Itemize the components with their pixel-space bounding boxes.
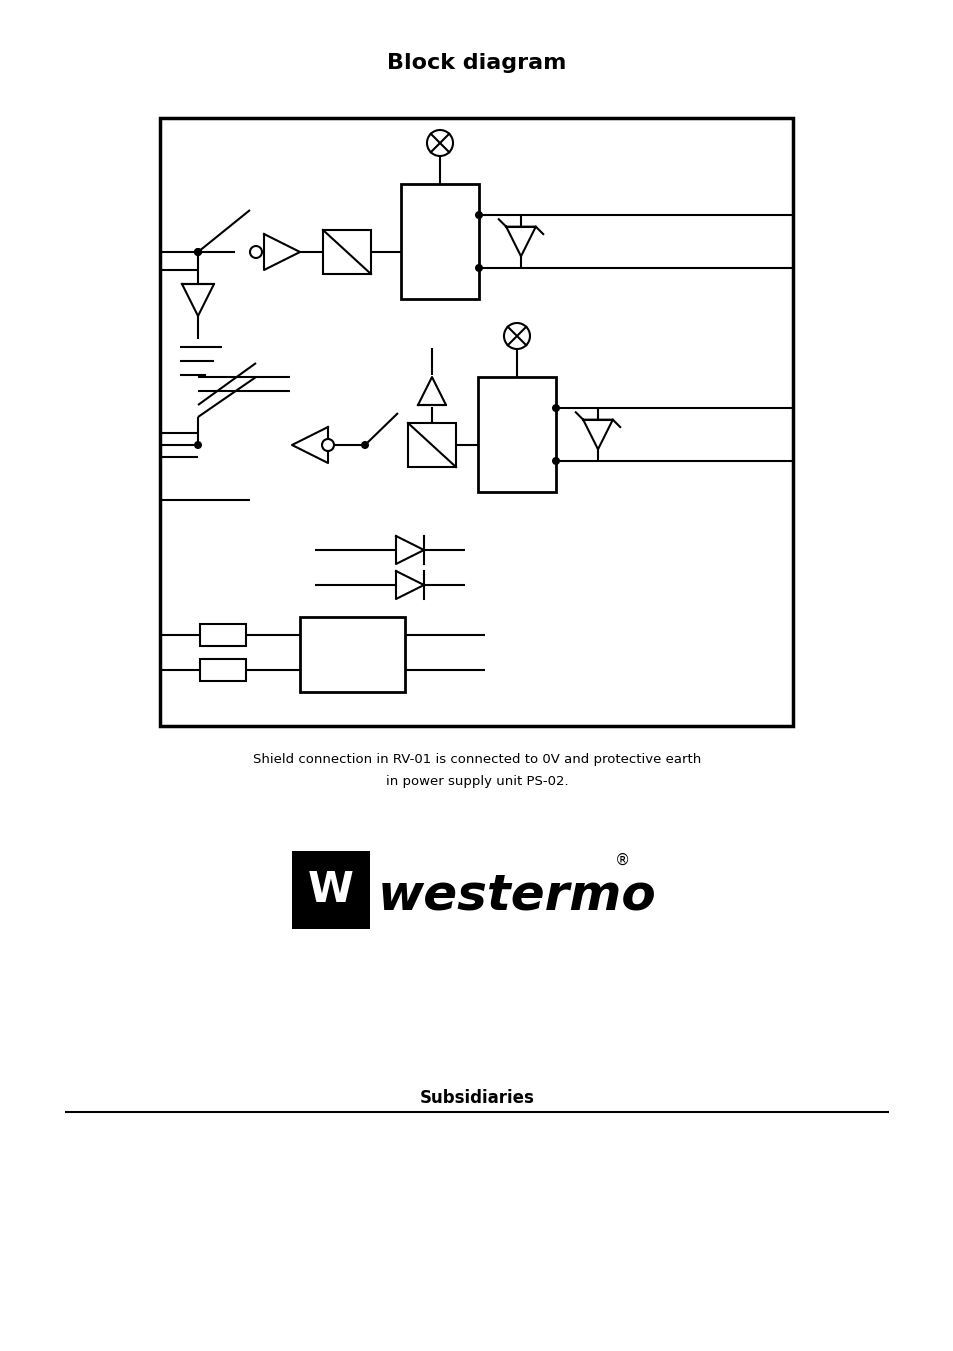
Bar (299, 617, 405, 692)
Bar (292, 851, 370, 929)
Text: ®: ® (615, 852, 630, 867)
Bar (200, 659, 246, 681)
Circle shape (427, 130, 453, 155)
Text: Block diagram: Block diagram (387, 53, 566, 73)
Text: W: W (308, 869, 354, 911)
Bar (160, 118, 792, 725)
Circle shape (360, 440, 369, 449)
Bar (323, 230, 371, 274)
Circle shape (193, 440, 202, 449)
Circle shape (322, 439, 334, 451)
Bar (408, 423, 456, 467)
Bar (477, 377, 556, 492)
Circle shape (250, 246, 262, 258)
Bar (200, 624, 246, 646)
Bar (400, 184, 478, 299)
Circle shape (193, 249, 202, 255)
Circle shape (552, 457, 559, 465)
Text: Subsidiaries: Subsidiaries (419, 1089, 534, 1106)
Text: in power supply unit PS-02.: in power supply unit PS-02. (385, 775, 568, 789)
Circle shape (503, 323, 530, 349)
Circle shape (552, 404, 559, 412)
Text: westermo: westermo (377, 871, 656, 919)
Circle shape (193, 249, 202, 255)
Circle shape (475, 263, 482, 272)
Text: Shield connection in RV-01 is connected to 0V and protective earth: Shield connection in RV-01 is connected … (253, 754, 700, 766)
Circle shape (475, 211, 482, 219)
